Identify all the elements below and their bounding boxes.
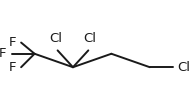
Text: F: F — [9, 36, 16, 48]
Text: Cl: Cl — [178, 61, 191, 74]
Text: F: F — [0, 47, 7, 60]
Text: F: F — [9, 61, 16, 74]
Text: Cl: Cl — [84, 32, 97, 45]
Text: Cl: Cl — [49, 32, 62, 45]
